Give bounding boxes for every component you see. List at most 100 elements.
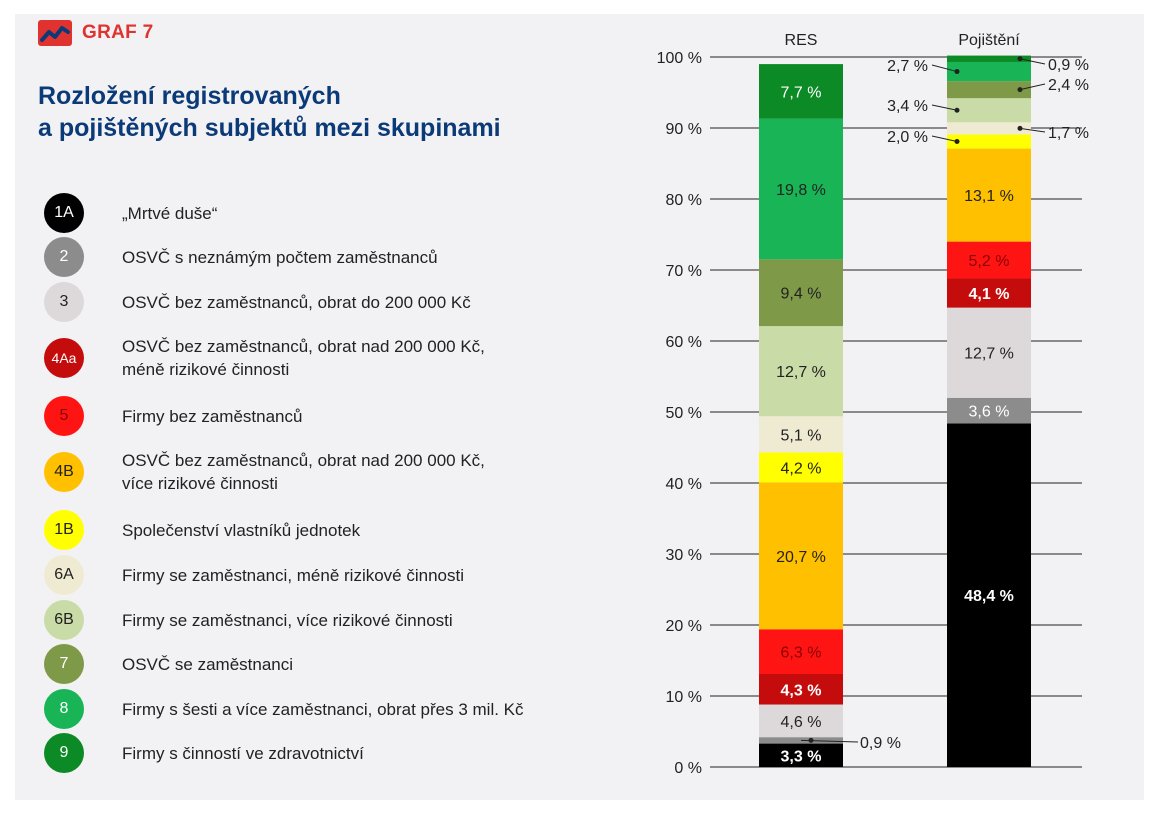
- data-label-outside: 2,7 %: [887, 58, 928, 75]
- legend-item-2: 2 OSVČ s neznámým počtem zaměstnanců: [44, 237, 604, 277]
- legend-label-line: méně rizikové činnosti: [122, 360, 290, 379]
- legend-label: Společenství vlastníků jednotek: [122, 520, 361, 540]
- leader-dot: [954, 107, 960, 113]
- legend-badge: 2: [44, 237, 84, 277]
- category-label: RES: [785, 32, 818, 49]
- y-tick-label: 0 %: [674, 760, 702, 777]
- legend-item-8: 8 Firmy s šesti a více zaměstnanci, obrat…: [44, 689, 604, 729]
- legend-label: Firmy se zaměstnanci, více rizikové činn…: [122, 610, 453, 630]
- legend-label: Firmy s šesti a více zaměstnanci, obrat …: [122, 699, 524, 719]
- legend-item-1a: 1A „Mrtvé duše“: [44, 193, 604, 233]
- legend-item-4aa: 4Aa OSVČ bez zaměstnanců, obrat nad 200 0…: [44, 335, 604, 381]
- legend-item-6a: 6A Firmy se zaměstnanci, méně rizikové či…: [44, 555, 604, 595]
- y-tick-label: 80 %: [666, 192, 702, 209]
- legend-label: „Mrtvé duše“: [122, 203, 218, 223]
- bar-segment-9: [947, 55, 1031, 62]
- leader-dot: [1017, 125, 1023, 131]
- y-tick-label: 30 %: [666, 547, 702, 564]
- bar-segment-4b: [947, 148, 1031, 242]
- bar-segment-6a: [759, 416, 843, 453]
- leader-dot: [1017, 87, 1023, 93]
- graf-header: GRAF 7: [38, 20, 153, 46]
- category-label: Pojištění: [958, 32, 1020, 49]
- bar-segment-2: [947, 397, 1031, 424]
- legend-label: Firmy se zaměstnanci, méně rizikové činn…: [122, 565, 465, 585]
- data-label: 20,7 %: [776, 549, 826, 566]
- bar-segment-3: [759, 704, 843, 738]
- legend-badge: 8: [44, 689, 84, 729]
- bar-segment-3: [947, 307, 1031, 398]
- leader-dot: [808, 737, 814, 743]
- legend-badge: 4B: [44, 452, 84, 492]
- legend-label: OSVČ bez zaměstnanců, obrat nad 200 000 …: [122, 335, 485, 381]
- bar-segment-5: [759, 629, 843, 674]
- bar-segment-7: [759, 259, 843, 327]
- y-tick-label: 90 %: [666, 121, 702, 138]
- data-label-outside: 0,9 %: [860, 735, 901, 752]
- legend-label-line: OSVČ bez zaměstnanců, obrat nad 200 000 …: [122, 451, 485, 470]
- legend-item-1b: 1B Společenství vlastníků jednotek: [44, 510, 604, 550]
- y-tick-label: 40 %: [666, 476, 702, 493]
- legend-badge: 7: [44, 644, 84, 684]
- legend-badge: 5: [44, 396, 84, 436]
- y-tick-label: 60 %: [666, 334, 702, 351]
- data-label: 12,7 %: [964, 346, 1014, 363]
- data-label-outside: 3,4 %: [887, 98, 928, 115]
- legend-badge: 6B: [44, 600, 84, 640]
- bar-segment-1b: [759, 452, 843, 483]
- data-label-outside: 2,4 %: [1048, 77, 1089, 94]
- legend-badge: 3: [44, 282, 84, 322]
- data-label: 4,2 %: [781, 460, 822, 477]
- leader-line: [931, 135, 958, 142]
- data-label: 5,1 %: [781, 427, 822, 444]
- y-tick-label: 10 %: [666, 689, 702, 706]
- y-tick-label: 100 %: [657, 50, 702, 67]
- legend-badge: 4Aa: [44, 338, 84, 378]
- leader-dot: [1017, 56, 1023, 62]
- bar-segment-6a: [947, 122, 1031, 135]
- bar-segment-9: [759, 64, 843, 119]
- leader-dot: [954, 138, 960, 144]
- legend-item-7: 7 OSVČ se zaměstnanci: [44, 644, 604, 684]
- data-label: 4,6 %: [781, 714, 822, 731]
- chart-title-line-2: a pojištěných subjektů mezi skupinami: [38, 114, 501, 142]
- data-label: 12,7 %: [776, 364, 826, 381]
- y-tick-label: 50 %: [666, 405, 702, 422]
- legend-label-line: více rizikové činnosti: [122, 474, 278, 493]
- data-label: 5,2 %: [969, 253, 1010, 270]
- bar-segment-1a: [759, 743, 843, 767]
- legend-label: Firmy bez zaměstnanců: [122, 406, 303, 426]
- bar-segment-4aa: [947, 278, 1031, 308]
- data-label: 4,1 %: [969, 286, 1010, 303]
- bar-segment-5: [947, 241, 1031, 279]
- legend-item-6b: 6B Firmy se zaměstnanci, více rizikové či…: [44, 600, 604, 640]
- data-label: 7,7 %: [781, 84, 822, 101]
- legend-item-9: 9 Firmy s činností ve zdravotnictví: [44, 733, 604, 773]
- leader-line: [1019, 83, 1046, 91]
- data-label: 48,4 %: [964, 588, 1014, 605]
- bar-segment-8: [759, 118, 843, 260]
- legend-item-5: 5 Firmy bez zaměstnanců: [44, 396, 604, 436]
- legend-label-line: OSVČ bez zaměstnanců, obrat nad 200 000 …: [122, 337, 485, 356]
- legend-label: OSVČ bez zaměstnanců, obrat nad 200 000 …: [122, 449, 485, 495]
- legend-badge: 9: [44, 733, 84, 773]
- leader-line: [931, 104, 958, 111]
- bar-segment-6b: [759, 326, 843, 417]
- leader-dot: [954, 69, 960, 75]
- data-label-outside: 0,9 %: [1048, 57, 1089, 74]
- legend-badge: 1B: [44, 510, 84, 550]
- bar-segment-4b: [759, 482, 843, 630]
- legend-label: Firmy s činností ve zdravotnictví: [122, 743, 364, 763]
- leader-line: [931, 64, 958, 73]
- legend-item-3: 3 OSVČ bez zaměstnanců, obrat do 200 000 …: [44, 282, 604, 322]
- chart-logo-icon: [38, 20, 72, 46]
- data-label: 9,4 %: [781, 286, 822, 303]
- bar-segment-8: [947, 61, 1031, 82]
- bar-segment-6b: [947, 98, 1031, 123]
- data-label: 19,8 %: [776, 182, 826, 199]
- y-tick-label: 70 %: [666, 263, 702, 280]
- data-label: 6,3 %: [781, 645, 822, 662]
- chart-title: Rozložení registrovaných a pojištěných s…: [38, 80, 598, 144]
- chart-title-line-1: Rozložení registrovaných: [38, 82, 341, 110]
